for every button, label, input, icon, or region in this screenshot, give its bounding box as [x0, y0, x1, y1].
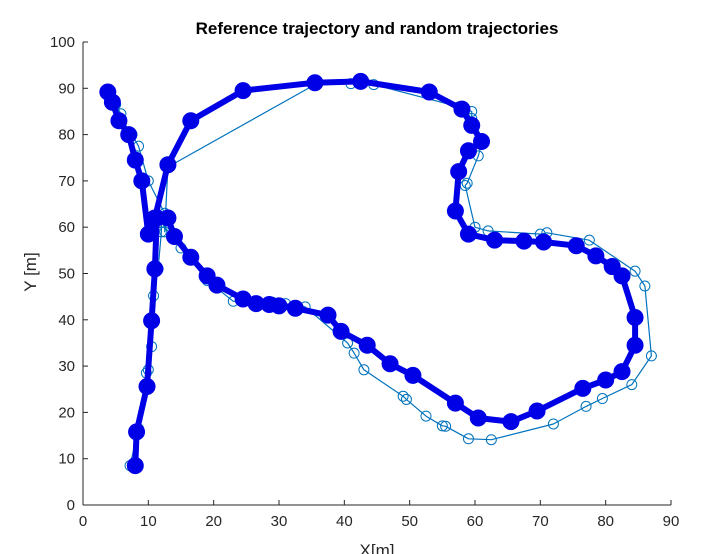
- reference-trajectory-point: [126, 151, 144, 169]
- chart-title: Reference trajectory and random trajecto…: [196, 19, 559, 38]
- random-trajectory-point: [596, 393, 608, 405]
- x-tick-label: 70: [532, 513, 549, 530]
- reference-trajectory-point: [270, 297, 288, 315]
- x-tick-label: 60: [467, 513, 484, 530]
- reference-trajectory-point: [234, 82, 252, 100]
- random-trajectory-point: [626, 379, 638, 391]
- random-trajectory-point: [436, 420, 448, 432]
- y-tick-label: 50: [58, 266, 75, 283]
- reference-trajectory-point: [182, 248, 200, 266]
- reference-trajectory-point: [574, 379, 592, 397]
- y-tick-label: 60: [58, 219, 75, 236]
- y-tick-label: 100: [50, 34, 75, 51]
- reference-trajectory-point: [613, 363, 631, 381]
- random-trajectory-point: [440, 420, 452, 432]
- reference-trajectory-point: [502, 413, 520, 431]
- reference-trajectory-point: [587, 247, 605, 265]
- reference-trajectory-point: [453, 100, 471, 118]
- random-trajectory-point: [639, 280, 651, 292]
- random-trajectory-point: [400, 393, 412, 405]
- y-axis-label: Y [m]: [21, 252, 40, 291]
- reference-trajectory-point: [535, 233, 553, 251]
- reference-trajectory-point: [165, 227, 183, 245]
- random-trajectory-point: [397, 390, 409, 402]
- reference-trajectory-point: [626, 308, 644, 326]
- reference-trajectory-point: [404, 366, 422, 384]
- random-trajectory-point: [547, 418, 559, 430]
- reference-trajectory-point: [120, 126, 138, 144]
- x-tick-label: 10: [140, 513, 157, 530]
- reference-trajectory-point: [319, 306, 337, 324]
- x-axis-label: X[m]: [360, 541, 395, 554]
- plot-area: [99, 72, 657, 475]
- reference-trajectory-point: [459, 225, 477, 243]
- reference-trajectory-point: [126, 457, 144, 475]
- y-tick-label: 70: [58, 173, 75, 190]
- random-trajectory-point: [629, 265, 641, 277]
- reference-trajectory-point: [143, 312, 161, 330]
- random-trajectory-point: [461, 177, 473, 189]
- reference-trajectory-point: [182, 112, 200, 130]
- reference-trajectory-point: [528, 402, 546, 420]
- x-tick-label: 30: [271, 513, 288, 530]
- reference-trajectory-point: [420, 83, 438, 101]
- reference-trajectory-point: [306, 74, 324, 92]
- reference-trajectory-point: [208, 276, 226, 294]
- reference-trajectory-point: [446, 202, 464, 220]
- y-tick-label: 90: [58, 80, 75, 97]
- random-trajectory-point: [645, 350, 657, 362]
- reference-trajectory-point: [597, 371, 615, 389]
- x-tick-label: 40: [336, 513, 353, 530]
- reference-trajectory-point: [99, 83, 117, 101]
- y-tick-label: 80: [58, 127, 75, 144]
- reference-trajectory-point: [159, 156, 177, 174]
- reference-trajectory-point: [332, 322, 350, 340]
- reference-trajectory-point: [446, 394, 464, 412]
- reference-trajectory-point: [133, 172, 151, 190]
- reference-trajectory-point: [139, 225, 157, 243]
- y-tick-label: 30: [58, 358, 75, 375]
- y-tick-label: 40: [58, 312, 75, 329]
- random-trajectory-point: [358, 364, 370, 376]
- y-tick-label: 0: [67, 497, 75, 514]
- reference-trajectory-point: [469, 409, 487, 427]
- random-trajectory-point: [348, 347, 360, 359]
- random-trajectory-point: [583, 234, 595, 246]
- y-tick-label: 10: [58, 451, 75, 468]
- x-tick-label: 50: [401, 513, 418, 530]
- reference-trajectory-point: [473, 133, 491, 151]
- reference-trajectory-point: [138, 377, 156, 395]
- x-tick-label: 80: [597, 513, 614, 530]
- reference-trajectory-point: [459, 142, 477, 160]
- reference-trajectory-line: [104, 78, 639, 469]
- reference-trajectory-point: [146, 209, 164, 227]
- reference-trajectory-point: [110, 112, 128, 130]
- random-trajectory-point: [580, 400, 592, 412]
- reference-trajectory-point: [128, 423, 146, 441]
- x-tick-label: 0: [79, 513, 87, 530]
- reference-trajectory-point: [603, 258, 621, 276]
- x-tick-label: 20: [205, 513, 222, 530]
- random-trajectory-point: [420, 410, 432, 422]
- random-trajectory-line: [105, 83, 653, 466]
- reference-trajectory-point: [146, 260, 164, 278]
- reference-trajectory-point: [450, 163, 468, 181]
- reference-trajectory-point: [358, 336, 376, 354]
- reference-trajectory-point: [515, 232, 533, 250]
- random-trajectory-point: [485, 434, 497, 446]
- reference-trajectory-point: [286, 299, 304, 317]
- reference-trajectory-point: [381, 355, 399, 373]
- reference-trajectory-point: [486, 231, 504, 249]
- random-trajectory-point: [462, 433, 474, 445]
- reference-trajectory-point: [567, 237, 585, 255]
- y-tick-label: 20: [58, 404, 75, 421]
- axes: 0 10 20 30 40 50 60 70 80 90 0 10 20 30 40 50 60 70 80 90 10…: [50, 34, 679, 530]
- x-tick-label: 90: [663, 513, 680, 530]
- reference-trajectory-point: [626, 336, 644, 354]
- reference-trajectory-point: [352, 72, 370, 90]
- reference-trajectory-point: [463, 116, 481, 134]
